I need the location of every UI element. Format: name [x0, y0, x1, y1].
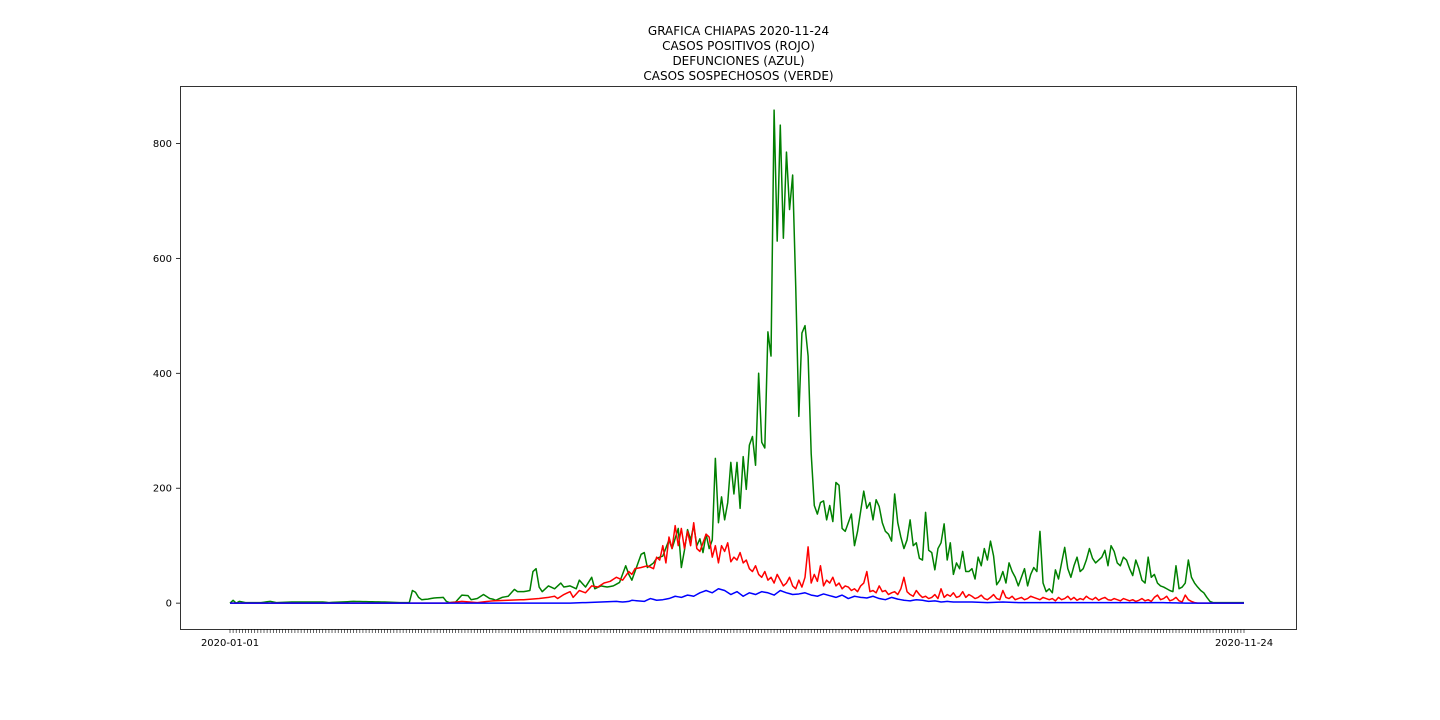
y-tick-label: 800	[153, 139, 172, 150]
y-tick-label: 600	[153, 254, 172, 265]
y-axis-ticks: 0 200 400 600 800	[153, 139, 180, 610]
y-tick-label: 200	[153, 484, 172, 495]
chart-title: GRAFICA CHIAPAS 2020-11-24 CASOS POSITIV…	[180, 24, 1297, 84]
chart-subtitle-defunciones: DEFUNCIONES (AZUL)	[672, 54, 805, 68]
chart-subtitle-positivos: CASOS POSITIVOS (ROJO)	[662, 39, 815, 53]
x-tick-label-first: 2020-01-01	[201, 638, 259, 649]
series-line-2	[230, 588, 1244, 604]
y-tick-label: 400	[153, 369, 172, 380]
chart-subtitle-sospechosos: CASOS SOSPECHOSOS (VERDE)	[643, 69, 834, 83]
x-tick-label-last: 2020-11-24	[1215, 638, 1273, 649]
series-line-0	[229, 109, 1244, 604]
y-tick-label: 0	[166, 599, 172, 610]
series-layer	[229, 109, 1244, 604]
plot-frame	[180, 86, 1297, 630]
chart-title-line: GRAFICA CHIAPAS 2020-11-24	[647, 24, 830, 38]
